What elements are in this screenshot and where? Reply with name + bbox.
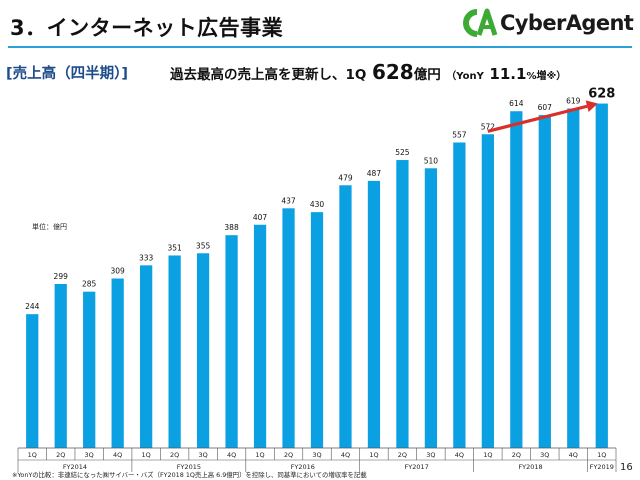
- tick-label: 1Q: [369, 451, 378, 459]
- bar: [168, 255, 181, 448]
- value-label: 244: [25, 302, 40, 311]
- value-label: 437: [281, 196, 296, 205]
- tick-label: 4Q: [455, 451, 464, 459]
- value-label: 299: [54, 272, 69, 281]
- summary-line: 過去最高の売上高を更新し、1Q 628億円 （YonY 11.1%増※）: [170, 60, 566, 84]
- tick-label: 2Q: [56, 451, 65, 459]
- page-title: 3．インターネット広告事業: [10, 16, 284, 40]
- logo-wordmark: CyberAgent: [500, 11, 634, 35]
- value-label: 572: [481, 122, 496, 131]
- summary-yoy-mark: ※: [546, 71, 557, 82]
- value-label: 487: [367, 169, 382, 178]
- tick-label: 4Q: [113, 451, 122, 459]
- growth-arrow: [487, 104, 588, 133]
- group-label: FY2017: [405, 463, 429, 471]
- bar: [83, 291, 96, 448]
- value-label: 510: [424, 156, 439, 165]
- group-label: FY2015: [177, 463, 201, 471]
- value-label: 525: [395, 148, 410, 157]
- bar: [310, 212, 324, 448]
- tick-label: 1Q: [142, 451, 151, 459]
- value-label: 407: [253, 213, 268, 222]
- tick-label: 2Q: [170, 451, 179, 459]
- bar: [396, 160, 409, 448]
- bar: [282, 208, 295, 448]
- summary-yoy-label: （YonY: [446, 71, 484, 82]
- value-label: 351: [167, 243, 182, 252]
- value-label: 619: [566, 96, 581, 105]
- summary-close: ）: [556, 71, 567, 82]
- bar: [339, 185, 352, 448]
- tick-label: 2Q: [512, 451, 521, 459]
- group-label: FY2014: [63, 463, 87, 471]
- tick-label: 3Q: [198, 451, 207, 459]
- bar: [481, 134, 494, 448]
- bar: [54, 284, 67, 448]
- value-label: 628: [588, 87, 615, 102]
- tick-label: 4Q: [341, 451, 350, 459]
- value-label: 479: [338, 173, 353, 182]
- bar: [595, 103, 608, 448]
- tick-label: 3Q: [540, 451, 549, 459]
- page-number: 16: [620, 462, 633, 473]
- cyberagent-logo: CyberAgent: [462, 8, 634, 42]
- bar: [140, 265, 153, 448]
- bar: [424, 168, 438, 449]
- tick-label: 2Q: [398, 451, 407, 459]
- tick-label: 3Q: [85, 451, 94, 459]
- summary-yoy-value: 11.1: [489, 65, 527, 83]
- summary-unit: 億円: [413, 67, 441, 83]
- value-label: 607: [538, 103, 553, 112]
- tick-label: 2Q: [284, 451, 293, 459]
- growth-arrow-head: [585, 100, 598, 113]
- bar: [111, 278, 124, 448]
- bar: [225, 235, 238, 448]
- bar: [567, 108, 580, 448]
- group-label: FY2016: [291, 463, 315, 471]
- value-label: 430: [310, 200, 325, 209]
- bar: [196, 253, 210, 448]
- title-divider: [8, 46, 632, 48]
- section-subtitle: [売上高（四半期）]: [6, 66, 129, 82]
- tick-label: 1Q: [255, 451, 264, 459]
- tick-label: 4Q: [227, 451, 236, 459]
- bar: [510, 111, 523, 449]
- summary-prefix: 過去最高の売上高を更新し、1Q: [170, 67, 367, 83]
- tick-label: 1Q: [483, 451, 492, 459]
- value-label: 614: [509, 99, 524, 108]
- ca-logo-icon: [463, 8, 498, 37]
- bar: [253, 224, 267, 448]
- tick-label: 3Q: [312, 451, 321, 459]
- footnote: ※YonYの比較：非連結になった㈱サイバー・バズ（FY2018 1Q売上高 6.…: [12, 471, 367, 479]
- group-label: FY2018: [518, 463, 542, 471]
- bar: [538, 115, 551, 448]
- value-label: 388: [224, 223, 239, 232]
- tick-label: 1Q: [597, 451, 606, 459]
- value-label: 355: [196, 241, 211, 250]
- value-label: 557: [452, 130, 467, 139]
- bar: [367, 180, 381, 448]
- tick-label: 1Q: [28, 451, 37, 459]
- group-label: FY2019: [590, 463, 614, 471]
- unit-label: 単位：億円: [32, 223, 67, 231]
- value-label: 285: [82, 280, 97, 289]
- value-label: 333: [139, 253, 154, 262]
- bar: [453, 142, 466, 448]
- bar: [26, 314, 39, 448]
- value-label: 309: [111, 267, 126, 276]
- tick-label: 3Q: [426, 451, 435, 459]
- tick-label: 4Q: [569, 451, 578, 459]
- summary-yoy-suffix: %増: [526, 71, 547, 82]
- summary-value: 628: [371, 60, 414, 84]
